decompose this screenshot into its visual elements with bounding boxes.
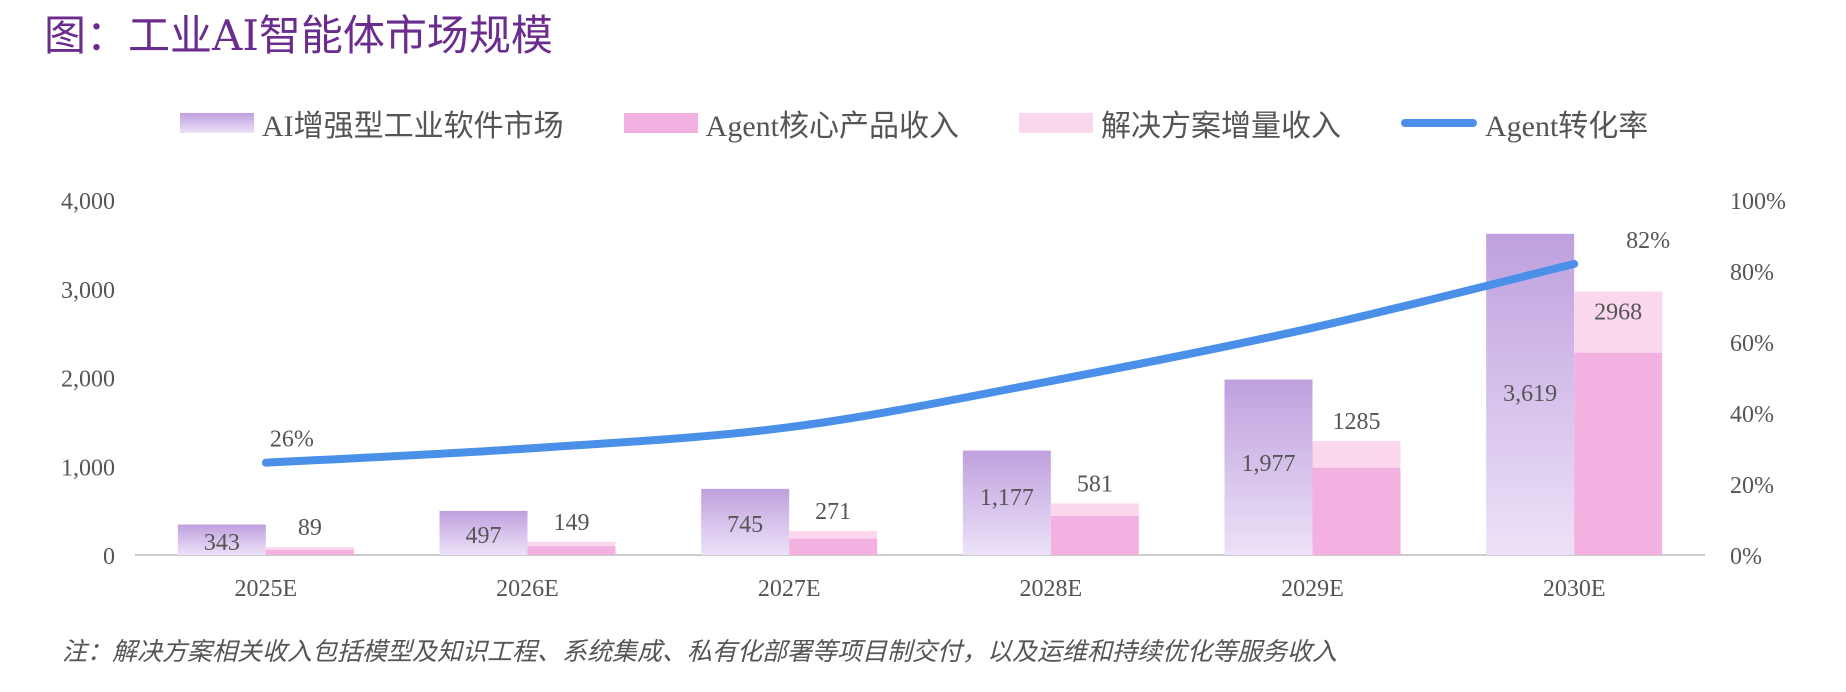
right-axis-tick-label: 20%: [1730, 473, 1774, 499]
line-agent-conversion-rate: [261, 259, 1579, 467]
bar-solution-increment: [265, 547, 354, 550]
legend-label-core: Agent核心产品收入: [705, 110, 959, 143]
bar-ai-market: [439, 510, 528, 555]
bar-stack-total-label: 1285: [1333, 409, 1381, 435]
bar-ai-market: [962, 450, 1051, 555]
x-axis-tick-label: 2025E: [234, 576, 297, 602]
legend-swatch-rate: [1400, 119, 1477, 127]
legend: AI增强型工业软件市场 Agent核心产品收入 解决方案增量收入 Agent转化…: [180, 98, 1708, 148]
bar-agent-core: [265, 549, 354, 555]
bar-ai-market: [1224, 379, 1313, 555]
bar-ai-market-label: 343: [204, 530, 240, 556]
bar-agent-core: [1312, 467, 1401, 555]
bar-ai-market-label: 745: [727, 512, 763, 538]
legend-swatch-ai: [180, 113, 254, 133]
left-axis-tick-label: 2,000: [61, 367, 115, 393]
bar-stack-total-label: 149: [554, 510, 590, 536]
x-axis-tick-label: 2027E: [758, 576, 821, 602]
bar-ai-market-label: 1,977: [1242, 451, 1296, 477]
legend-item-solution: 解决方案增量收入: [1018, 101, 1341, 145]
bar-ai-market-label: 1,177: [980, 485, 1034, 511]
x-axis-tick-label: 2028E: [1019, 576, 1082, 602]
bar-agent-core: [527, 546, 616, 555]
chart-title: 图：工业AI智能体市场规模: [44, 11, 553, 60]
bar-solution-increment: [1574, 291, 1663, 353]
legend-item-ai: AI增强型工业软件市场: [180, 101, 564, 145]
left-axis-tick-label: 1,000: [61, 455, 115, 481]
line-rate-label: 26%: [270, 427, 314, 453]
bar-solution-increment: [1050, 503, 1139, 516]
left-axis-tick-label: 3,000: [61, 278, 115, 304]
bar-agent-core: [1574, 352, 1663, 555]
legend-item-core: Agent核心产品收入: [623, 101, 959, 145]
bar-ai-market-label: 497: [466, 523, 502, 549]
bar-stack-total-label: 2968: [1594, 300, 1642, 326]
bar-stack-total-label: 271: [815, 499, 851, 525]
bar-ai-market: [1486, 233, 1575, 555]
x-axis-tick-label: 2029E: [1281, 576, 1344, 602]
line-rate-label: 82%: [1626, 228, 1670, 254]
legend-label-ai: AI增强型工业软件市场: [262, 110, 564, 143]
bar-solution-increment: [527, 541, 616, 547]
legend-swatch-core: [623, 113, 698, 133]
bar-stack-total-label: 581: [1077, 471, 1113, 497]
right-axis-tick-label: 100%: [1730, 189, 1786, 215]
bar-ai-market-label: 3,619: [1503, 381, 1557, 407]
bar-agent-core: [1050, 515, 1139, 555]
legend-label-rate: Agent转化率: [1484, 110, 1649, 143]
x-axis-tick-label: 2030E: [1543, 576, 1606, 602]
legend-swatch-solution: [1018, 113, 1093, 133]
legend-item-rate: Agent转化率: [1400, 101, 1649, 145]
bar-ai-market: [701, 488, 790, 555]
x-axis-tick-label: 2026E: [496, 576, 559, 602]
legend-label-solution: 解决方案增量收入: [1100, 110, 1341, 143]
bar-ai-market: [177, 524, 266, 555]
bar-stack-total-label: 89: [298, 515, 322, 541]
right-axis-tick-label: 60%: [1730, 331, 1774, 357]
right-axis-tick-label: 40%: [1730, 402, 1774, 428]
footnote: 注：解决方案相关收入包括模型及知识工程、系统集成、私有化部署等项目制交付，以及运…: [62, 637, 1338, 666]
bar-solution-increment: [789, 530, 878, 539]
bar-solution-increment: [1312, 440, 1401, 468]
left-axis-tick-label: 4,000: [61, 189, 115, 215]
right-axis-tick-label: 0%: [1730, 544, 1762, 570]
right-axis-tick-label: 80%: [1730, 260, 1774, 286]
bar-agent-core: [789, 538, 878, 555]
left-axis-tick-label: 0: [103, 544, 115, 570]
